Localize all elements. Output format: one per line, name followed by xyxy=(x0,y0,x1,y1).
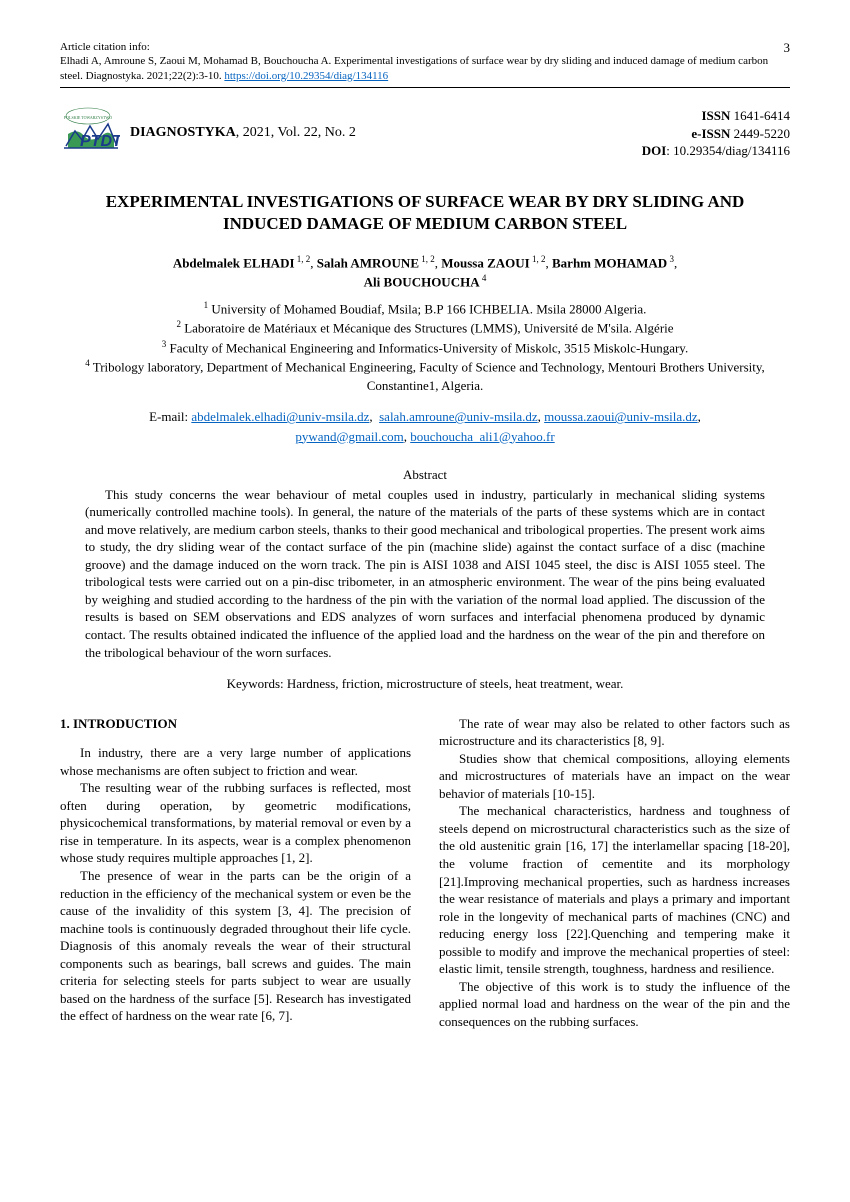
left-column: 1. INTRODUCTION In industry, there are a… xyxy=(60,715,411,1031)
affiliation-4: Tribology laboratory, Department of Mech… xyxy=(90,360,765,393)
issn-label: ISSN xyxy=(701,108,730,123)
left-p2: The resulting wear of the rubbing surfac… xyxy=(60,779,411,867)
author-3-aff: 1, 2 xyxy=(530,254,546,264)
ptdt-logo: POLSKIE TOWARZYSTWO PTDT xyxy=(60,106,120,161)
citation-block: 3 Article citation info: Elhadi A, Amrou… xyxy=(60,40,790,88)
citation-label: Article citation info: xyxy=(60,41,150,53)
journal-identifiers: ISSN 1641-6414 e-ISSN 2449-5220 DOI: 10.… xyxy=(642,107,790,160)
email-4[interactable]: pywand@gmail.com xyxy=(295,429,403,444)
author-2: Salah AMROUNE xyxy=(317,255,419,270)
author-5-aff: 4 xyxy=(480,273,487,283)
svg-text:POLSKIE TOWARZYSTWO: POLSKIE TOWARZYSTWO xyxy=(64,115,112,120)
author-3: Moussa ZAOUI xyxy=(441,255,530,270)
right-p3: The mechanical characteristics, hardness… xyxy=(439,802,790,977)
author-2-aff: 1, 2 xyxy=(419,254,435,264)
left-p3: The presence of wear in the parts can be… xyxy=(60,867,411,1025)
abstract-heading: Abstract xyxy=(60,466,790,484)
body-columns: 1. INTRODUCTION In industry, there are a… xyxy=(60,715,790,1031)
email-5[interactable]: bouchoucha_ali1@yahoo.fr xyxy=(410,429,554,444)
citation-text: Elhadi A, Amroune S, Zaoui M, Mohamad B,… xyxy=(60,55,768,81)
page-number: 3 xyxy=(784,40,791,57)
left-p1: In industry, there are a very large numb… xyxy=(60,744,411,779)
doi-label: DOI xyxy=(642,143,667,158)
author-1: Abdelmalek ELHADI xyxy=(173,255,295,270)
eissn-label: e-ISSN xyxy=(691,126,730,141)
journal-issue: DIAGNOSTYKA, 2021, Vol. 22, No. 2 xyxy=(130,124,356,143)
issn-value: 1641-6414 xyxy=(730,108,790,123)
right-p2: Studies show that chemical compositions,… xyxy=(439,750,790,803)
author-5: Ali BOUCHOUCHA xyxy=(364,274,480,289)
right-column: The rate of wear may also be related to … xyxy=(439,715,790,1031)
author-4: Barhm MOHAMAD xyxy=(552,255,667,270)
email-3[interactable]: moussa.zaoui@univ-msila.dz xyxy=(544,409,698,424)
emails: E-mail: abdelmalek.elhadi@univ-msila.dz,… xyxy=(60,407,790,446)
keywords: Keywords: Hardness, friction, microstruc… xyxy=(60,675,790,693)
journal-name: DIAGNOSTYKA xyxy=(130,125,236,140)
authors-list: Abdelmalek ELHADI 1, 2, Salah AMROUNE 1,… xyxy=(60,253,790,291)
email-1[interactable]: abdelmalek.elhadi@univ-msila.dz xyxy=(191,409,369,424)
affiliation-3: Faculty of Mechanical Engineering and In… xyxy=(166,340,688,355)
email-2[interactable]: salah.amroune@univ-msila.dz xyxy=(379,409,538,424)
affiliation-1: University of Mohamed Boudiaf, Msila; B.… xyxy=(208,301,646,316)
author-4-aff: 3 xyxy=(667,254,674,264)
intro-heading: 1. INTRODUCTION xyxy=(60,715,411,733)
journal-volume: , 2021, Vol. 22, No. 2 xyxy=(236,125,356,140)
author-1-aff: 1, 2 xyxy=(295,254,311,264)
eissn-value: 2449-5220 xyxy=(730,126,790,141)
svg-text:PTDT: PTDT xyxy=(80,133,120,150)
emails-prefix: E-mail: xyxy=(149,409,191,424)
right-p4: The objective of this work is to study t… xyxy=(439,978,790,1031)
affiliation-2: Laboratoire de Matériaux et Mécanique de… xyxy=(181,321,674,336)
abstract-body: This study concerns the wear behaviour o… xyxy=(85,486,765,661)
doi-value: : 10.29354/diag/134116 xyxy=(666,143,790,158)
right-p1: The rate of wear may also be related to … xyxy=(439,715,790,750)
affiliations: 1 University of Mohamed Boudiaf, Msila; … xyxy=(60,299,790,395)
doi-link[interactable]: https://doi.org/10.29354/diag/134116 xyxy=(224,70,388,82)
journal-header: POLSKIE TOWARZYSTWO PTDT DIAGNOSTYKA, 20… xyxy=(60,106,790,161)
paper-title: EXPERIMENTAL INVESTIGATIONS OF SURFACE W… xyxy=(70,191,780,235)
